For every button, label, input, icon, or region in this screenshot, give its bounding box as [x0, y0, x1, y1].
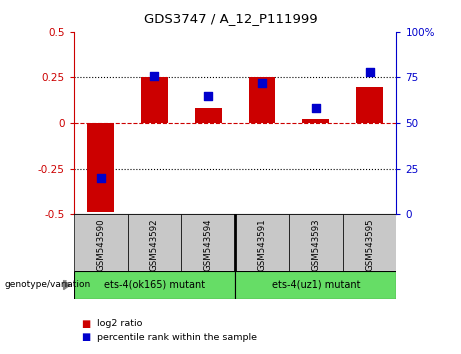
- Bar: [289, 214, 343, 271]
- Text: genotype/variation: genotype/variation: [5, 280, 91, 290]
- Text: GSM543591: GSM543591: [258, 219, 266, 271]
- Point: [151, 73, 158, 79]
- Bar: [141, 76, 168, 123]
- Text: GSM543593: GSM543593: [311, 219, 320, 271]
- Text: GSM543595: GSM543595: [365, 219, 374, 271]
- Text: ets-4(ok165) mutant: ets-4(ok165) mutant: [104, 280, 205, 290]
- Bar: [343, 214, 396, 271]
- Bar: [356, 86, 383, 123]
- Bar: [74, 214, 128, 271]
- Bar: [235, 271, 396, 299]
- Point: [205, 93, 212, 98]
- Text: GSM543592: GSM543592: [150, 219, 159, 271]
- Point: [366, 69, 373, 75]
- Text: GDS3747 / A_12_P111999: GDS3747 / A_12_P111999: [144, 12, 317, 25]
- Text: GSM543590: GSM543590: [96, 219, 105, 271]
- Point: [312, 105, 319, 111]
- Text: percentile rank within the sample: percentile rank within the sample: [97, 332, 257, 342]
- Bar: [128, 214, 181, 271]
- Bar: [195, 108, 222, 123]
- Bar: [248, 76, 275, 123]
- Text: ets-4(uz1) mutant: ets-4(uz1) mutant: [272, 280, 360, 290]
- Bar: [235, 214, 289, 271]
- Text: ■: ■: [81, 319, 90, 329]
- Polygon shape: [64, 280, 70, 290]
- Text: GSM543594: GSM543594: [204, 219, 213, 271]
- Bar: [181, 214, 235, 271]
- Bar: [302, 119, 329, 123]
- Bar: [87, 123, 114, 212]
- Text: ■: ■: [81, 332, 90, 342]
- Point: [97, 175, 104, 181]
- Text: log2 ratio: log2 ratio: [97, 319, 142, 329]
- Bar: [74, 271, 235, 299]
- Point: [258, 80, 266, 86]
